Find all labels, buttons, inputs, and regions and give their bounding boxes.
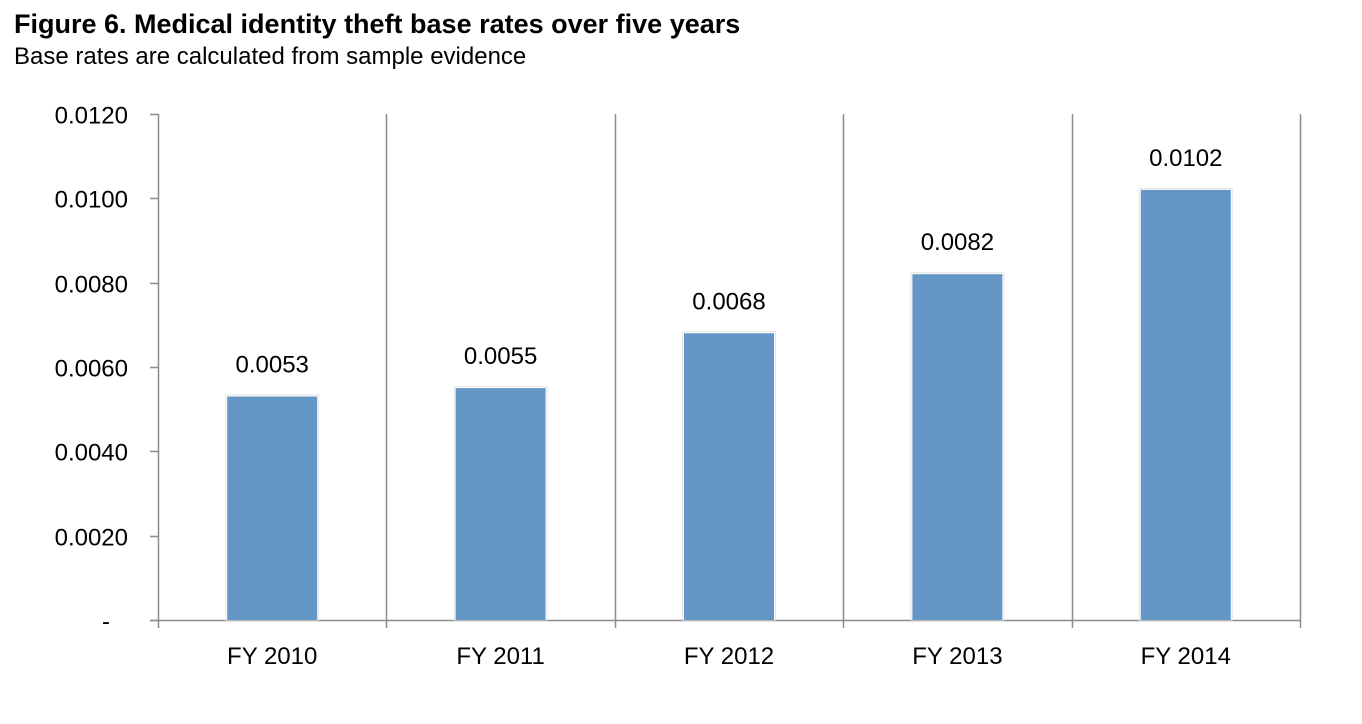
x-tick-label: FY 2010 [227, 643, 317, 670]
chart-subtitle: Base rates are calculated from sample ev… [14, 43, 527, 70]
bar [227, 396, 318, 620]
chart-title: Figure 6. Medical identity theft base ra… [14, 9, 741, 39]
y-tick-label: 0.0060 [55, 356, 128, 383]
y-tick-label: 0.0120 [55, 103, 128, 130]
data-label: 0.0082 [921, 229, 994, 256]
y-tick-label: - [102, 609, 110, 636]
x-tick-label: FY 2013 [912, 643, 1002, 670]
y-tick-label: 0.0080 [55, 272, 128, 299]
bar [455, 388, 546, 620]
data-label: 0.0102 [1149, 145, 1222, 172]
x-tick-label: FY 2014 [1141, 643, 1231, 670]
bar [912, 274, 1003, 620]
gridlines [385, 114, 1302, 620]
x-tick-label: FY 2012 [684, 643, 774, 670]
data-label: 0.0055 [464, 343, 537, 370]
bar [1140, 189, 1231, 620]
data-label: 0.0068 [692, 288, 765, 315]
bars [225, 187, 1233, 621]
x-tick-label: FY 2011 [456, 643, 545, 670]
y-tick-label: 0.0100 [55, 187, 128, 214]
labels: - 0.0020 0.0040 0.0060 0.0080 0.0100 0.0120 0.0… [55, 103, 1231, 671]
y-tick-label: 0.0020 [55, 525, 128, 552]
y-tick-label: 0.0040 [55, 440, 128, 467]
data-label: 0.0053 [235, 352, 308, 379]
bar [684, 333, 774, 620]
